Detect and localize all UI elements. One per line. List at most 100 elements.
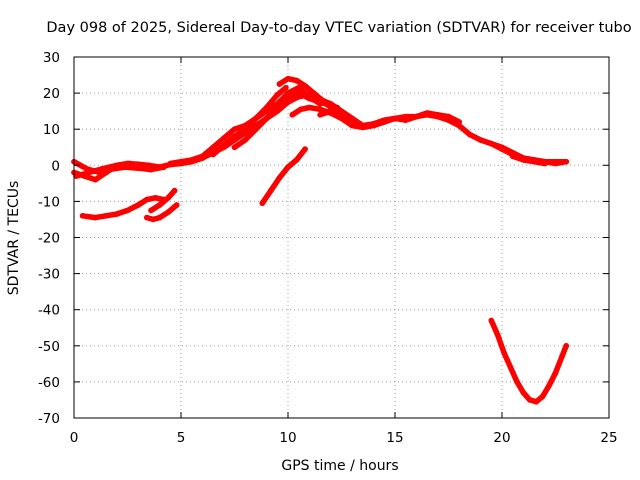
data-point <box>165 195 171 201</box>
data-point <box>253 126 259 132</box>
data-point <box>552 370 559 376</box>
data-point <box>221 142 227 149</box>
data-point <box>126 160 133 167</box>
data-point <box>274 92 281 98</box>
data-point <box>283 84 289 91</box>
y-axis-label: SDTVAR / TECUs <box>6 181 22 296</box>
data-point <box>293 157 300 163</box>
y-tick-label: -40 <box>38 303 60 319</box>
data-point <box>381 117 388 123</box>
data-point <box>86 169 92 176</box>
y-axis: -70 -60 -50 -40 -30 -20 -10 0 10 20 30 <box>38 50 609 427</box>
data-point <box>188 157 195 163</box>
data-point <box>370 121 377 127</box>
x-tick-label: 20 <box>493 430 510 446</box>
data-point <box>103 213 109 219</box>
y-tick-label: 10 <box>43 122 60 138</box>
chart-title: Day 098 of 2025, Sidereal Day-to-day VTE… <box>46 20 631 36</box>
data-point <box>527 397 533 403</box>
series-arc-6 <box>148 187 178 214</box>
data-point <box>501 350 507 356</box>
data-point <box>298 106 304 113</box>
data-point <box>488 140 495 147</box>
data-point <box>199 153 206 160</box>
y-tick-label: -30 <box>38 267 60 283</box>
data-point <box>124 207 131 214</box>
data-point <box>360 124 366 131</box>
data-point <box>210 151 216 158</box>
data-point <box>253 115 259 122</box>
data-point <box>531 158 537 165</box>
data-point <box>552 160 559 167</box>
data-point <box>338 112 345 118</box>
data-point <box>156 202 163 208</box>
data-point <box>173 202 180 208</box>
data-point <box>306 95 313 102</box>
data-point <box>242 137 248 143</box>
data-point <box>285 75 291 82</box>
data-point <box>413 113 420 120</box>
data-point <box>349 119 356 125</box>
data-point <box>293 77 300 84</box>
data-point <box>144 196 150 203</box>
data-point <box>494 332 501 338</box>
y-tick-label: -10 <box>38 194 60 210</box>
data-point <box>319 97 326 104</box>
data-point <box>148 207 154 214</box>
data-point <box>302 83 308 89</box>
data-point <box>499 146 505 152</box>
data-point <box>114 162 120 169</box>
data-point <box>285 90 291 96</box>
x-tick-label: 15 <box>386 430 403 446</box>
data-point <box>435 112 441 118</box>
data-point <box>317 112 323 118</box>
data-point <box>135 202 141 208</box>
y-tick-label: -50 <box>38 339 60 355</box>
data-point <box>542 160 548 167</box>
data-point <box>231 144 238 151</box>
data-point <box>92 176 99 183</box>
data-point <box>467 131 473 138</box>
y-tick-label: -20 <box>38 231 60 247</box>
data-point <box>445 113 452 120</box>
data-point <box>520 389 527 396</box>
data-point <box>259 200 266 206</box>
data-point <box>221 135 227 141</box>
data-point <box>73 173 79 179</box>
data-point <box>135 165 141 171</box>
x-axis: 0 5 10 15 20 25 <box>70 57 618 446</box>
data-point <box>150 216 156 223</box>
data-point <box>328 101 334 107</box>
data-point <box>310 90 317 96</box>
data-point <box>79 213 86 219</box>
data-point <box>167 160 174 167</box>
data-point <box>546 382 552 389</box>
data-point <box>539 393 546 400</box>
data-point <box>559 353 565 360</box>
data-point <box>306 104 313 111</box>
data-point <box>231 126 238 132</box>
y-tick-label: 20 <box>43 86 60 102</box>
series-layer <box>71 75 569 405</box>
data-point <box>92 214 99 221</box>
data-point <box>563 158 569 165</box>
data-point <box>563 343 569 349</box>
data-point <box>178 158 184 165</box>
data-point <box>302 146 308 152</box>
x-tick-label: 5 <box>177 430 186 446</box>
data-point <box>99 166 105 172</box>
data-point <box>514 379 520 385</box>
data-point <box>477 137 484 143</box>
data-point <box>263 115 270 122</box>
data-point <box>148 166 154 173</box>
data-point <box>165 209 171 215</box>
data-point <box>231 133 238 140</box>
data-point <box>161 164 167 170</box>
data-point <box>456 119 463 125</box>
x-tick-label: 0 <box>70 430 79 446</box>
series-arc-14 <box>509 153 548 167</box>
data-point <box>289 112 296 118</box>
data-point <box>295 84 302 91</box>
